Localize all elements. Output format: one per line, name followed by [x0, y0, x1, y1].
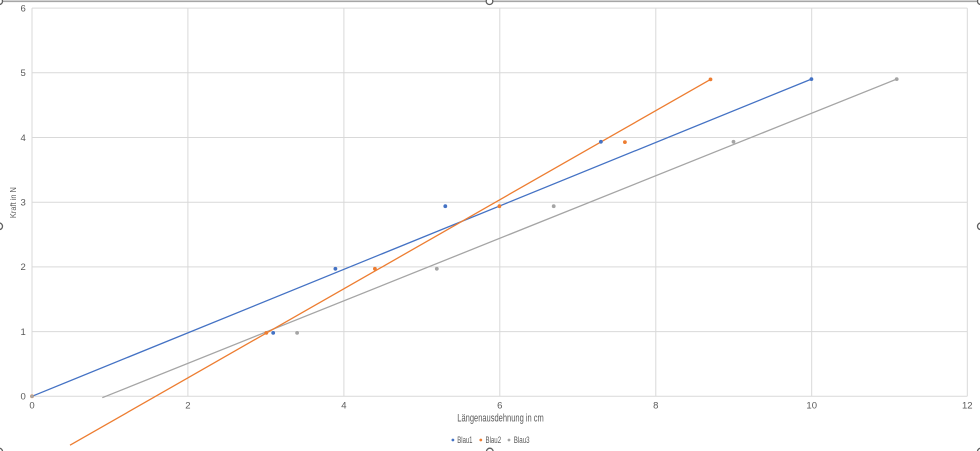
svg-text:6: 6 [21, 3, 26, 14]
svg-text:Blau3: Blau3 [514, 435, 530, 445]
svg-text:5: 5 [21, 68, 26, 79]
svg-text:0: 0 [21, 392, 26, 403]
svg-text:12: 12 [962, 401, 973, 412]
svg-text:2: 2 [21, 262, 26, 273]
svg-text:2: 2 [185, 401, 190, 412]
svg-text:3: 3 [21, 198, 26, 209]
svg-text:0: 0 [29, 401, 34, 412]
svg-text:Blau2: Blau2 [486, 435, 502, 445]
svg-text:4: 4 [341, 401, 346, 412]
svg-text:10: 10 [806, 401, 817, 412]
svg-text:Längenausdehnung in cm: Längenausdehnung in cm [457, 413, 544, 425]
svg-text:8: 8 [653, 401, 658, 412]
svg-text:Blau1: Blau1 [457, 435, 472, 445]
svg-text:Kraft in N: Kraft in N [8, 187, 18, 218]
svg-text:4: 4 [21, 133, 26, 144]
svg-text:1: 1 [21, 327, 26, 338]
svg-text:6: 6 [497, 401, 502, 412]
